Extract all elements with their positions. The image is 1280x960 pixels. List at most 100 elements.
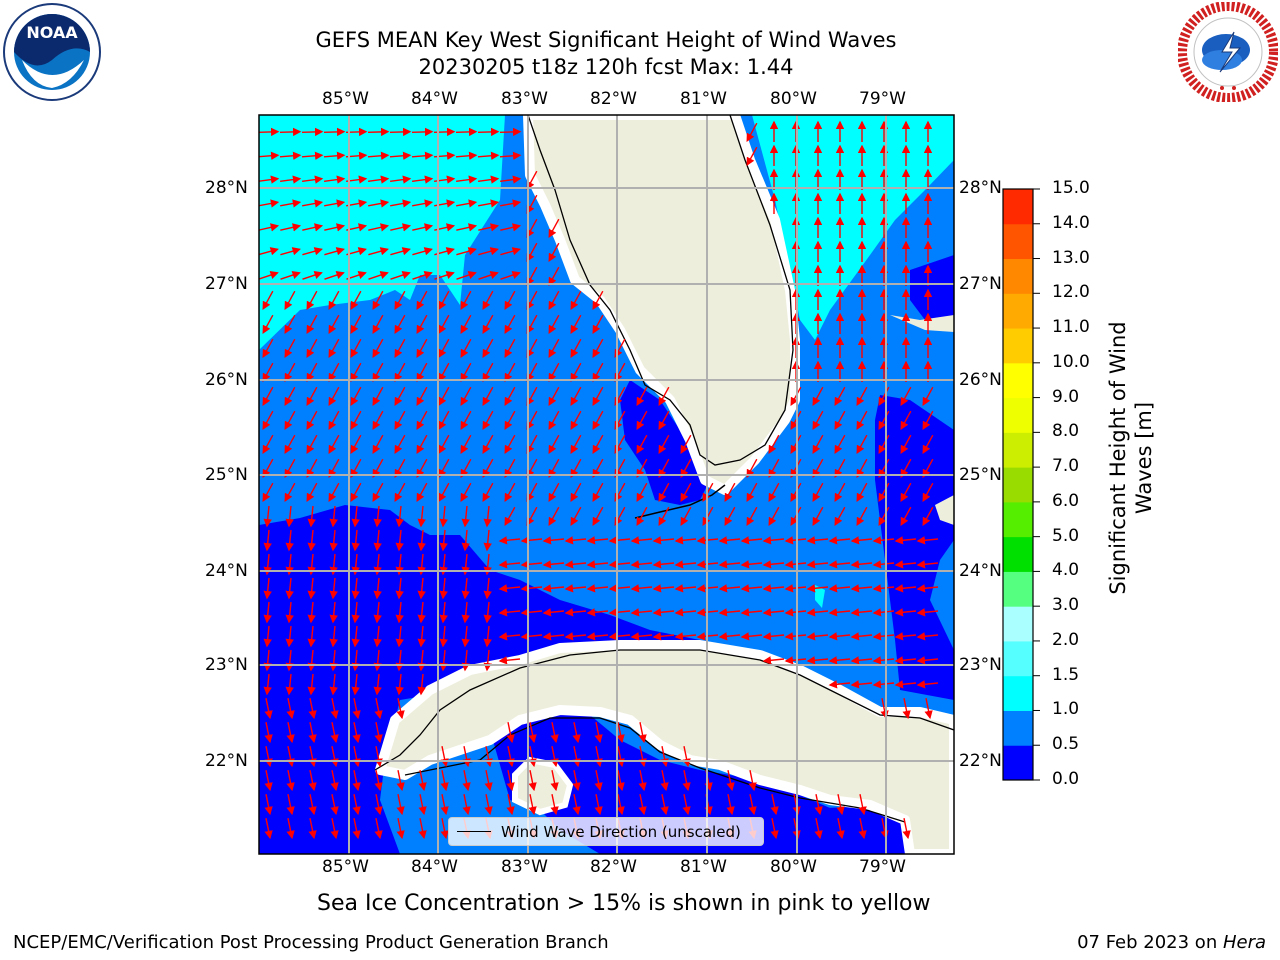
colorbar-segment (1003, 640, 1033, 677)
wind-wave-arrow (638, 770, 647, 792)
lat-label-left: 25°N (205, 465, 248, 485)
wind-wave-arrow (330, 818, 339, 840)
wind-wave-arrow (726, 770, 735, 792)
wind-wave-arrow (652, 584, 675, 593)
wind-wave-arrow (285, 601, 294, 624)
wind-wave-arrow (658, 506, 670, 527)
wind-wave-arrow (528, 770, 537, 792)
wind-wave-arrow (812, 482, 824, 503)
wind-wave-arrow (483, 505, 492, 528)
wind-wave-arrow (390, 247, 411, 256)
wind-wave-arrow (390, 271, 411, 280)
wind-wave-arrow (500, 271, 521, 280)
wind-wave-arrow (262, 458, 274, 479)
wind-wave-arrow (373, 649, 382, 672)
lon-label-top: 84°W (411, 89, 458, 109)
colorbar-segment (1003, 536, 1033, 572)
wind-wave-arrow (416, 434, 428, 455)
wind-wave-arrow (396, 698, 405, 720)
wind-wave-arrow (368, 199, 390, 208)
wind-wave-arrow (286, 818, 295, 840)
wind-wave-arrow (390, 223, 412, 232)
wind-wave-arrow (306, 338, 318, 359)
wind-wave-arrow (285, 505, 294, 528)
wind-wave-arrow (834, 458, 846, 479)
wind-wave-arrow (262, 482, 274, 503)
wind-wave-arrow (748, 794, 757, 816)
wind-wave-arrow (324, 199, 346, 208)
wind-wave-arrow (916, 560, 939, 569)
wind-wave-arrow (306, 482, 318, 503)
wind-wave-arrow (834, 434, 846, 455)
lat-label-left: 22°N (205, 751, 248, 771)
wind-wave-arrow (460, 434, 472, 455)
wind-wave-arrow (878, 458, 890, 479)
wind-wave-arrow (417, 625, 426, 648)
wind-wave-arrow (351, 673, 360, 696)
wind-wave-arrow (504, 458, 516, 479)
wind-wave-arrow (460, 386, 472, 407)
wind-wave-arrow (570, 482, 582, 503)
wind-wave-arrow (894, 536, 917, 545)
wind-wave-arrow (858, 818, 867, 840)
wind-wave-arrow (564, 584, 587, 593)
wind-wave-arrow (328, 386, 340, 407)
footer-credit: NCEP/EMC/Verification Post Processing Pr… (13, 932, 609, 953)
wind-wave-arrow (528, 746, 537, 768)
wind-wave-arrow (916, 584, 939, 593)
wind-wave-arrow (328, 458, 340, 479)
wind-wave-arrow (922, 410, 934, 431)
wind-wave-arrow (746, 122, 758, 143)
wind-wave-arrow (262, 410, 274, 431)
wind-wave-arrow (284, 338, 296, 359)
wind-wave-arrow (520, 608, 543, 617)
wind-wave-arrow (372, 434, 384, 455)
lon-label-top: 85°W (322, 89, 369, 109)
wind-wave-arrow (259, 175, 280, 184)
wind-wave-arrow (570, 338, 582, 359)
wind-wave-arrow (594, 770, 603, 792)
wind-wave-arrow (834, 482, 846, 503)
wind-wave-arrow (438, 434, 450, 455)
wind-wave-arrow (462, 746, 471, 768)
wind-wave-arrow (548, 290, 560, 311)
colorbar (1002, 188, 1040, 781)
wind-wave-arrow (894, 680, 917, 689)
wind-wave-arrow (548, 338, 560, 359)
noaa-logo: NOAA (2, 2, 102, 102)
wind-wave-arrow (812, 434, 824, 455)
wind-wave-arrow (894, 560, 917, 569)
wind-wave-arrow (329, 505, 338, 528)
wind-wave-arrow (828, 536, 851, 545)
wind-wave-arrow (872, 584, 895, 593)
wind-wave-arrow (330, 698, 339, 720)
wind-wave-arrow (324, 175, 346, 184)
wind-wave-arrow (417, 505, 426, 528)
wind-wave-arrow (592, 410, 604, 431)
map-legend: Wind Wave Direction (unscaled) (448, 817, 764, 846)
wind-wave-arrow (372, 338, 384, 359)
wind-wave-arrow (478, 175, 500, 184)
wind-wave-arrow (550, 770, 559, 792)
wind-wave-arrow (302, 223, 324, 232)
wind-wave-arrow (542, 560, 565, 569)
wind-wave-arrow (572, 770, 581, 792)
wind-wave-arrow (439, 505, 448, 528)
wind-wave-arrow (284, 482, 296, 503)
wind-wave-arrow (350, 434, 362, 455)
wind-wave-arrow (389, 151, 412, 160)
wind-wave-arrow (564, 632, 587, 641)
wind-wave-arrow (482, 482, 494, 503)
wind-wave-arrow (718, 584, 741, 593)
wind-wave-arrow (367, 151, 390, 160)
colorbar-tick-label: 4.0 (1052, 560, 1080, 581)
wind-wave-arrow (724, 506, 736, 527)
wind-wave-arrow (746, 506, 758, 527)
wind-wave-arrow (564, 608, 587, 617)
colorbar-tick-label: 2.0 (1052, 629, 1080, 650)
wind-wave-arrow (498, 656, 521, 665)
wind-wave-arrow (285, 649, 294, 672)
colorbar-segment (1003, 745, 1033, 781)
wind-wave-arrow (438, 458, 450, 479)
